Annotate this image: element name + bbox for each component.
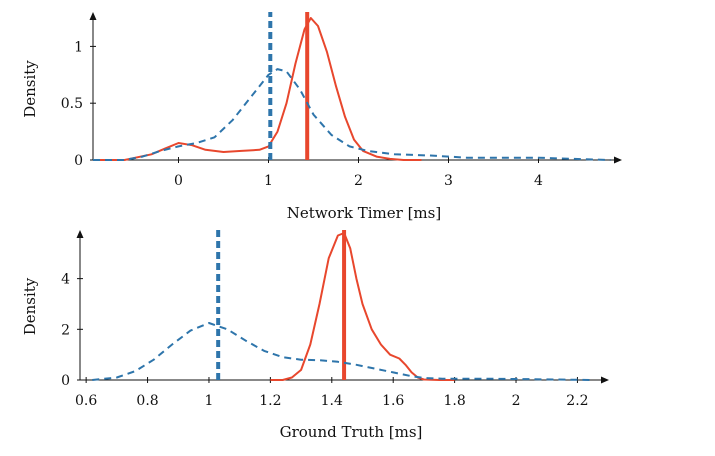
x-axis-arrow xyxy=(614,156,622,164)
x-tick-label: 1 xyxy=(205,393,214,409)
ground-truth-density-panel: 0.6 0.8 1 1.2 1.4 1.6 1.8 2 2.2 0 2 4 Ground Truth [… xyxy=(21,230,609,441)
y-tick-label: 0 xyxy=(61,373,70,389)
x-tick-label: 1.2 xyxy=(259,393,281,409)
solid-density-curve xyxy=(270,232,455,381)
y-tick-label: 2 xyxy=(61,322,70,338)
y-tick-label: 0 xyxy=(74,153,83,169)
x-axis-arrow xyxy=(601,376,609,384)
y-tick-label: 4 xyxy=(61,272,70,288)
x-axis-title: Ground Truth [ms] xyxy=(280,423,423,441)
dashed-density-curve xyxy=(92,322,593,381)
y-axis-arrow xyxy=(76,230,84,238)
y-axis-arrow xyxy=(89,12,97,20)
x-tick-label: 2.2 xyxy=(566,393,588,409)
x-tick-label: 1.6 xyxy=(382,393,404,409)
x-tick-label: 4 xyxy=(534,173,543,189)
x-tick-label: 1.8 xyxy=(443,393,465,409)
x-tick-label: 1.4 xyxy=(321,393,343,409)
x-axis-title: Network Timer [ms] xyxy=(287,204,441,222)
y-axis-title: Density xyxy=(21,60,39,118)
x-tick-label: 0 xyxy=(174,173,183,189)
x-tick-label: 2 xyxy=(512,393,521,409)
x-tick-label: 2 xyxy=(354,173,363,189)
dashed-density-curve xyxy=(93,68,611,161)
x-tick-label: 1 xyxy=(264,173,273,189)
x-tick-label: 0.8 xyxy=(136,393,158,409)
x-tick-label: 0.6 xyxy=(75,393,97,409)
network-timer-density-panel: 0 1 2 3 4 0 0.5 1 Network Timer [ms] Density xyxy=(21,12,622,222)
y-tick-label: 0.5 xyxy=(61,96,83,112)
y-axis-title: Density xyxy=(21,277,39,335)
x-tick-label: 3 xyxy=(444,173,453,189)
y-tick-label: 1 xyxy=(74,39,83,55)
solid-density-curve xyxy=(93,17,422,161)
